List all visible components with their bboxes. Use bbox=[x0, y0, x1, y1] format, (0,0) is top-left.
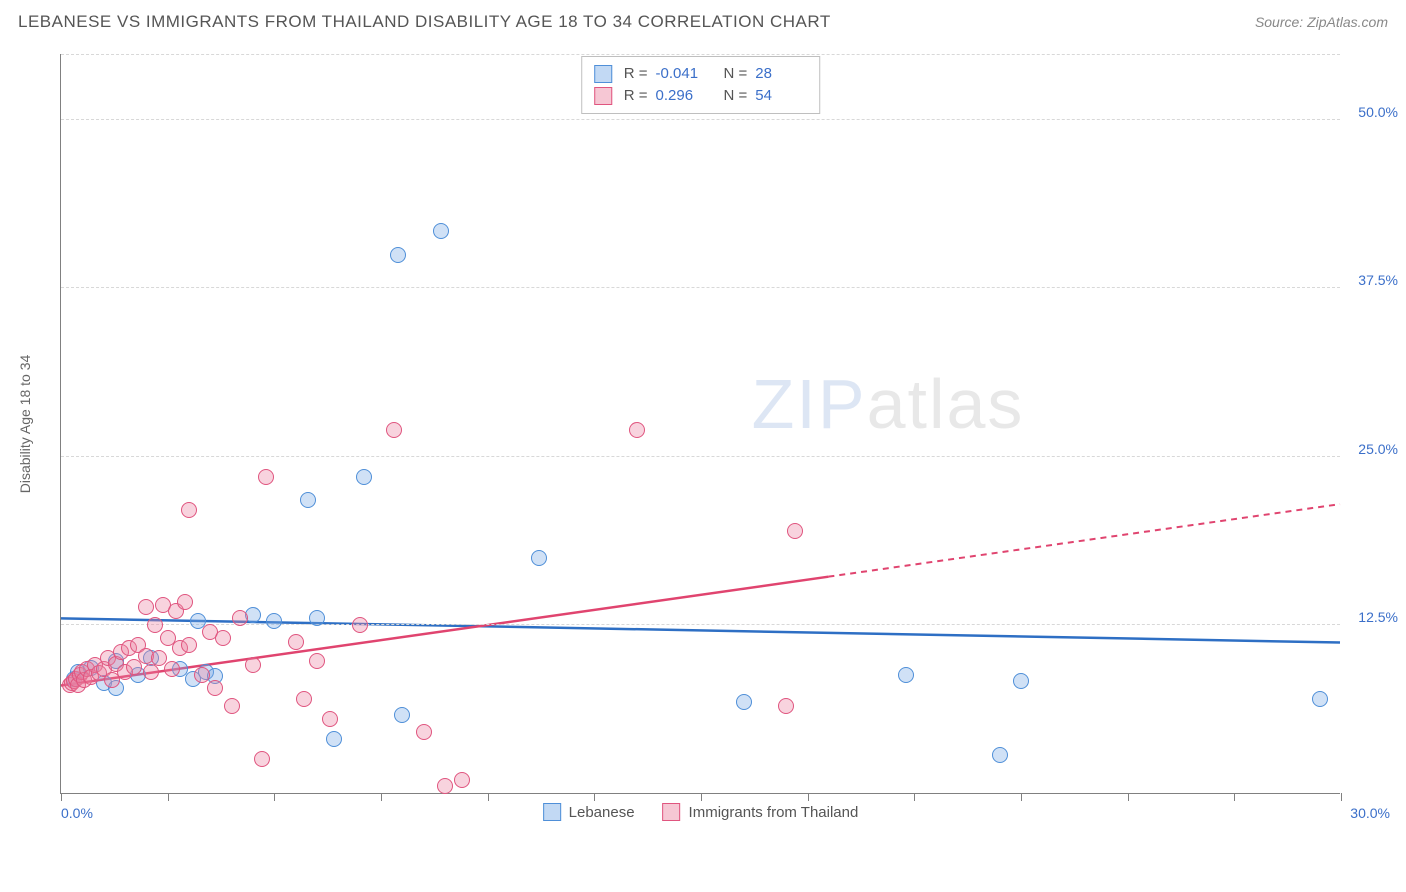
data-point bbox=[177, 594, 193, 610]
data-point bbox=[194, 667, 210, 683]
data-point bbox=[1013, 673, 1029, 689]
x-tick bbox=[381, 793, 382, 801]
legend-item: Immigrants from Thailand bbox=[663, 803, 859, 821]
legend-swatch bbox=[663, 803, 681, 821]
y-tick-label: 12.5% bbox=[1358, 609, 1398, 625]
data-point bbox=[356, 469, 372, 485]
data-point bbox=[416, 724, 432, 740]
correlation-legend: R = -0.041 N = 28 R = 0.296 N = 54 bbox=[581, 56, 821, 114]
data-point bbox=[224, 698, 240, 714]
y-tick-label: 25.0% bbox=[1358, 441, 1398, 457]
data-point bbox=[386, 422, 402, 438]
y-axis-label: Disability Age 18 to 34 bbox=[17, 354, 33, 493]
data-point bbox=[266, 613, 282, 629]
data-point bbox=[394, 707, 410, 723]
data-point bbox=[296, 691, 312, 707]
data-point bbox=[288, 634, 304, 650]
gridline bbox=[61, 456, 1340, 457]
data-point bbox=[352, 617, 368, 633]
legend-swatch bbox=[594, 87, 612, 105]
data-point bbox=[326, 731, 342, 747]
data-point bbox=[531, 550, 547, 566]
x-axis-min-label: 0.0% bbox=[61, 805, 93, 821]
data-point bbox=[390, 247, 406, 263]
chart-title: LEBANESE VS IMMIGRANTS FROM THAILAND DIS… bbox=[18, 12, 831, 32]
data-point bbox=[245, 657, 261, 673]
x-axis-max-label: 30.0% bbox=[1350, 805, 1390, 821]
legend-r-label: R = bbox=[624, 85, 648, 107]
legend-swatch bbox=[543, 803, 561, 821]
x-tick bbox=[1234, 793, 1235, 801]
data-point bbox=[207, 680, 223, 696]
legend-label: Immigrants from Thailand bbox=[689, 804, 859, 821]
x-tick bbox=[1341, 793, 1342, 801]
data-point bbox=[164, 661, 180, 677]
x-tick bbox=[61, 793, 62, 801]
data-point bbox=[778, 698, 794, 714]
legend-swatch bbox=[594, 65, 612, 83]
data-point bbox=[454, 772, 470, 788]
data-point bbox=[437, 778, 453, 794]
chart-source: Source: ZipAtlas.com bbox=[1255, 14, 1388, 30]
series-legend: Lebanese Immigrants from Thailand bbox=[543, 803, 859, 821]
x-tick bbox=[594, 793, 595, 801]
gridline bbox=[61, 54, 1340, 55]
data-point bbox=[433, 223, 449, 239]
data-point bbox=[309, 653, 325, 669]
data-point bbox=[126, 659, 142, 675]
legend-r-label: R = bbox=[624, 63, 648, 85]
chart-header: LEBANESE VS IMMIGRANTS FROM THAILAND DIS… bbox=[0, 0, 1406, 40]
x-tick bbox=[701, 793, 702, 801]
data-point bbox=[147, 617, 163, 633]
gridline bbox=[61, 119, 1340, 120]
data-point bbox=[992, 747, 1008, 763]
legend-r-value: 0.296 bbox=[656, 85, 708, 107]
y-tick-label: 50.0% bbox=[1358, 104, 1398, 120]
data-point bbox=[254, 751, 270, 767]
legend-row: R = 0.296 N = 54 bbox=[594, 85, 808, 107]
trend-lines bbox=[61, 54, 1340, 793]
legend-row: R = -0.041 N = 28 bbox=[594, 63, 808, 85]
data-point bbox=[309, 610, 325, 626]
data-point bbox=[215, 630, 231, 646]
data-point bbox=[898, 667, 914, 683]
plot-region: Disability Age 18 to 34 ZIPatlas R =-0.0… bbox=[60, 54, 1340, 794]
data-point bbox=[787, 523, 803, 539]
legend-n-label: N = bbox=[724, 63, 748, 85]
legend-item: Lebanese bbox=[543, 803, 635, 821]
x-tick bbox=[1128, 793, 1129, 801]
x-tick bbox=[808, 793, 809, 801]
legend-n-label: N = bbox=[724, 85, 748, 107]
data-point bbox=[258, 469, 274, 485]
data-point bbox=[1312, 691, 1328, 707]
legend-r-value: -0.041 bbox=[656, 63, 708, 85]
x-tick bbox=[488, 793, 489, 801]
x-tick bbox=[914, 793, 915, 801]
data-point bbox=[143, 664, 159, 680]
x-tick bbox=[168, 793, 169, 801]
x-tick bbox=[1021, 793, 1022, 801]
legend-n-value: 28 bbox=[755, 63, 807, 85]
data-point bbox=[629, 422, 645, 438]
legend-n-value: 54 bbox=[755, 85, 807, 107]
data-point bbox=[138, 599, 154, 615]
data-point bbox=[181, 502, 197, 518]
data-point bbox=[181, 637, 197, 653]
data-point bbox=[322, 711, 338, 727]
gridline bbox=[61, 624, 1340, 625]
data-point bbox=[736, 694, 752, 710]
data-point bbox=[300, 492, 316, 508]
data-point bbox=[232, 610, 248, 626]
x-tick bbox=[274, 793, 275, 801]
y-tick-label: 37.5% bbox=[1358, 272, 1398, 288]
chart-area: Disability Age 18 to 34 ZIPatlas R =-0.0… bbox=[60, 54, 1390, 824]
legend-label: Lebanese bbox=[569, 804, 635, 821]
gridline bbox=[61, 287, 1340, 288]
